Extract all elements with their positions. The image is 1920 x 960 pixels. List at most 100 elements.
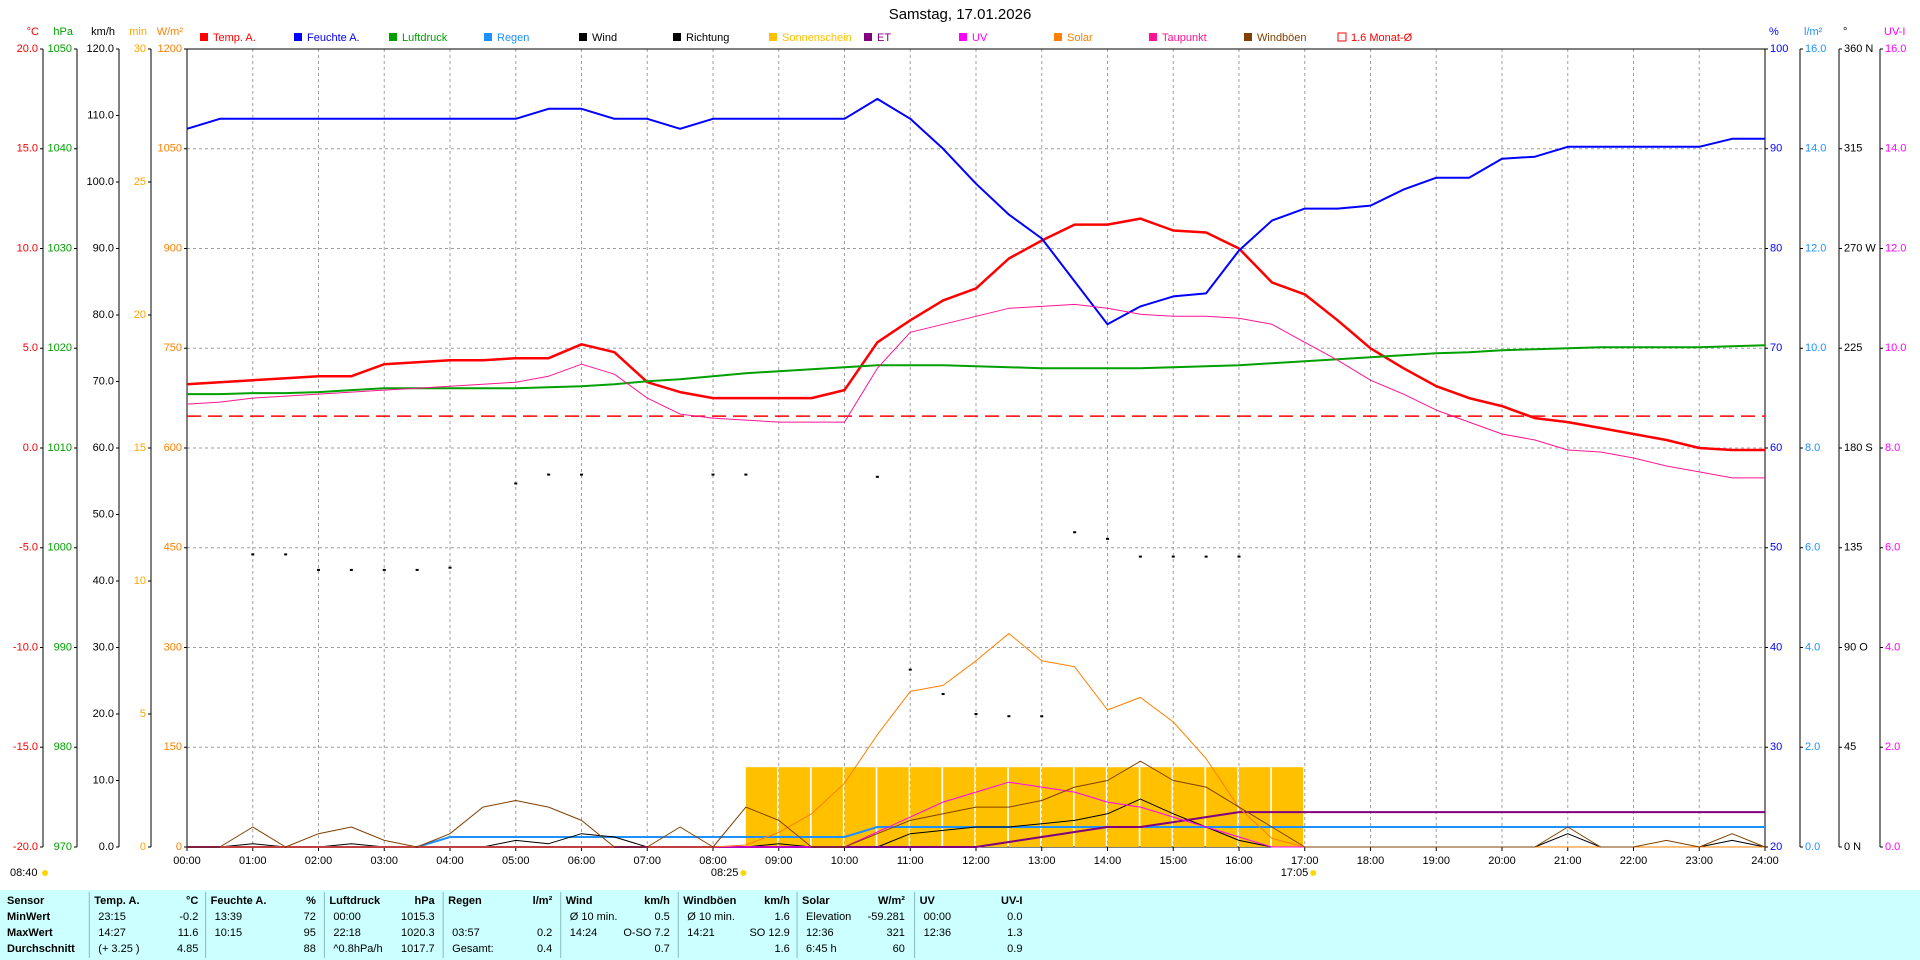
y-tick-label: 110.0 (87, 109, 114, 121)
table-cell: °C (186, 895, 198, 907)
table-cell: 14:21 (687, 927, 715, 939)
direction-dot (711, 473, 715, 476)
table-cell: 1015.3 (401, 911, 435, 923)
legend-label: 1.6 Monat-Ø (1351, 32, 1413, 44)
grid (186, 48, 1766, 848)
legend-label: Regen (497, 32, 529, 44)
y-tick-label: 0.0 (1805, 841, 1820, 853)
sunshine-bar (1008, 767, 1041, 847)
y-tick-label: 50 (1770, 542, 1782, 554)
x-tick-label: 06:00 (568, 855, 596, 867)
y-tick-label: 8.0 (1885, 442, 1900, 454)
sunshine-bar (844, 767, 876, 847)
y-tick-label: 6.0 (1805, 542, 1820, 554)
y-tick-label: 315 (1844, 143, 1862, 155)
direction-dot (1171, 555, 1175, 558)
y-tick-label: 225 (1844, 342, 1862, 354)
y-tick-label: 15.0 (17, 143, 38, 155)
x-tick-label: 15:00 (1159, 855, 1187, 867)
y-tick-label: 16.0 (1805, 43, 1826, 55)
axis-unit: min (129, 26, 147, 38)
table-cell: SO 12.9 (749, 927, 789, 939)
x-tick-label: 19:00 (1422, 855, 1450, 867)
direction-dot (547, 473, 551, 476)
table-cell: 72 (304, 911, 316, 923)
direction-dot (349, 568, 353, 571)
table-cell: Sensor (7, 895, 45, 907)
axis-unit: l/m² (1804, 26, 1823, 38)
table-cell: 00:00 (333, 911, 361, 923)
sunshine-bar (1074, 767, 1106, 847)
axis-unit: km/h (91, 26, 115, 38)
sun-time: 08:25 (711, 867, 739, 879)
table-cell: 0.4 (537, 943, 552, 955)
y-tick-label: 30 (134, 43, 146, 55)
table-cell: 95 (304, 927, 316, 939)
legend-label: Sonnenschein (782, 32, 852, 44)
table-cell: 1.3 (1007, 927, 1022, 939)
y-tick-label: 0.0 (1885, 841, 1900, 853)
y-tick-label: 5 (140, 708, 146, 720)
y-tick-label: 0 (176, 841, 182, 853)
y-tick-label: 2.0 (1805, 741, 1820, 753)
y-tick-label: 80 (1770, 242, 1782, 254)
sunshine-bar (811, 767, 843, 847)
y-tick-label: 600 (164, 442, 182, 454)
direction-dot (1106, 537, 1109, 540)
table-cell: 0.2 (537, 927, 552, 939)
y-tick-label: 135 (1844, 542, 1862, 554)
table-cell: hPa (415, 895, 436, 907)
direction-dot (1040, 715, 1044, 718)
y-tick-label: 60 (1770, 442, 1782, 454)
y-tick-label: 20.0 (17, 43, 38, 55)
x-tick-label: 01:00 (239, 855, 267, 867)
y-tick-label: 1030 (48, 242, 72, 254)
axis-unit: hPa (53, 26, 73, 38)
table-cell: 6:45 h (806, 943, 837, 955)
table-cell: 11.6 (178, 927, 199, 939)
table-cell: 0.0 (1007, 911, 1022, 923)
table-cell: -59.281 (868, 911, 905, 923)
y-tick-label: 20 (1770, 841, 1782, 853)
x-tick-label: 07:00 (633, 855, 661, 867)
series-line (186, 97, 1765, 326)
sunshine-bar (1140, 767, 1172, 847)
y-tick-label: 45 (1844, 741, 1856, 753)
y-tick-label: 10.0 (17, 242, 38, 254)
table-cell: UV (920, 895, 936, 907)
sunshine-bar (778, 767, 810, 847)
table-cell: Durchschnitt (7, 943, 75, 955)
legend-marker (1149, 33, 1157, 41)
table-cell: 88 (304, 943, 316, 955)
table-cell: 0.7 (655, 943, 670, 955)
direction-dot (284, 553, 288, 556)
y-tick-label: 750 (164, 342, 182, 354)
direction-dot (1007, 715, 1011, 718)
y-tick-label: 10 (134, 575, 146, 587)
series-line (186, 217, 1765, 452)
y-tick-label: 0.0 (99, 841, 114, 853)
legend-marker (1054, 33, 1062, 41)
table-cell: l/m² (533, 895, 553, 907)
table-cell: 22:18 (333, 927, 361, 939)
x-tick-label: 10:00 (831, 855, 859, 867)
x-tick-label: 22:00 (1620, 855, 1648, 867)
direction-dot (1138, 555, 1142, 558)
y-tick-label: 8.0 (1805, 442, 1820, 454)
legend-label: Windböen (1257, 32, 1307, 44)
x-tick-label: 12:00 (962, 855, 990, 867)
table-cell: Gesamt: (452, 943, 494, 955)
legend-marker (579, 33, 587, 41)
legend-marker (1337, 32, 1347, 42)
table-cell: Elevation (806, 911, 851, 923)
direction-dot (382, 568, 386, 571)
y-tick-label: 25 (134, 176, 146, 188)
daylight-duration: 08:40 (10, 867, 38, 879)
y-tick-label: -20.0 (13, 841, 38, 853)
y-tick-label: 120.0 (86, 43, 114, 55)
y-tick-label: 450 (164, 542, 182, 554)
legend-marker (389, 33, 397, 41)
sunshine-bar (877, 767, 909, 847)
table-cell: MaxWert (7, 927, 53, 939)
